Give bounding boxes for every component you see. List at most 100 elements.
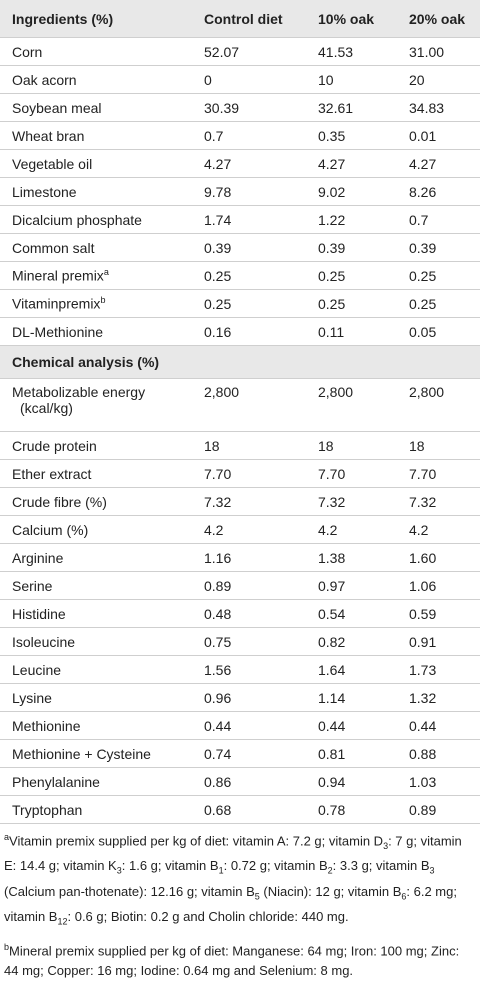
cell-text: 10% oak	[318, 10, 375, 27]
cell-text: DL-Methionine	[12, 323, 104, 340]
row: Metabolizable energy (kcal/kg) 2,800 2,800…	[0, 378, 480, 432]
cell-text: 0.94	[318, 773, 346, 790]
footnote-text: : 3.3 g; vitamin B	[332, 858, 430, 874]
cell: 0.44	[306, 711, 397, 740]
cell-text: 0.39	[409, 239, 437, 256]
cell: 1.16	[192, 543, 306, 572]
cell: 9.78	[192, 177, 306, 206]
row: Methionine 0.44 0.44 0.44	[0, 711, 480, 740]
cell: 2,800	[397, 378, 480, 432]
row: Calcium (%) 4.2 4.2 4.2	[0, 515, 480, 544]
cell: 1.14	[306, 683, 397, 712]
cell: 1.56	[192, 655, 306, 684]
cell-text: Lysine	[12, 689, 52, 706]
cell-text: 7.70	[204, 465, 232, 482]
cell: 0.35	[306, 121, 397, 150]
cell-text: Vegetable oil	[12, 155, 93, 172]
cell: DL-Methionine	[0, 317, 192, 346]
cell-text: 1.16	[204, 549, 232, 566]
cell: 10% oak	[306, 0, 397, 38]
cell: 0.44	[397, 711, 480, 740]
cell: Methionine + Cysteine	[0, 739, 192, 768]
cell-text: 30.39	[204, 99, 240, 116]
cell: 2,800	[306, 378, 397, 432]
row: Serine 0.89 0.97 1.06	[0, 571, 480, 600]
cell: Ether extract	[0, 459, 192, 488]
row: Crude fibre (%) 7.32 7.32 7.32	[0, 487, 480, 516]
cell: 0.68	[192, 795, 306, 824]
cell: 0.91	[397, 627, 480, 656]
cell: 0.25	[192, 289, 306, 318]
cell-text: Isoleucine	[12, 633, 76, 650]
cell: 0.39	[192, 233, 306, 262]
cell: 30.39	[192, 93, 306, 122]
cell-text: 0.39	[204, 239, 232, 256]
cell: 0.25	[192, 261, 306, 290]
cell-text: 0.7	[204, 127, 224, 144]
cell-text: 31.00	[409, 43, 445, 60]
cell-text: Oak acorn	[12, 71, 77, 88]
row: Histidine 0.48 0.54 0.59	[0, 599, 480, 628]
cell: 7.32	[192, 487, 306, 516]
cell-text: Vitaminpremix	[12, 295, 101, 312]
cell: 7.32	[306, 487, 397, 516]
cell: Control diet	[192, 0, 306, 38]
cell-text: 0.25	[204, 295, 232, 312]
cell: 4.27	[306, 149, 397, 178]
cell: 10	[306, 65, 397, 94]
cell-text: 4.27	[409, 155, 437, 172]
cell: 1.64	[306, 655, 397, 684]
cell-text: 0.44	[318, 717, 346, 734]
cell: 1.03	[397, 767, 480, 796]
cell-text: 0.25	[318, 267, 346, 284]
row: Mineral premixa 0.25 0.25 0.25	[0, 261, 480, 290]
cell: 0.39	[397, 233, 480, 262]
cell-text: 1.14	[318, 689, 346, 706]
cell: 2,800	[192, 378, 306, 432]
cell: 34.83	[397, 93, 480, 122]
cell-text: 0.25	[409, 267, 437, 284]
cell-text: 0.25	[204, 267, 232, 284]
footnote: aVitamin premix supplied per kg of diet:…	[4, 828, 476, 932]
cell: 0.05	[397, 317, 480, 346]
cell: 4.2	[192, 515, 306, 544]
cell-text: 7.70	[409, 465, 437, 482]
header-row: Ingredients (%) Control diet 10% oak 20% oa…	[0, 0, 480, 38]
cell: Soybean meal	[0, 93, 192, 122]
cell-text: 1.64	[318, 661, 346, 678]
cell-text: 18	[409, 437, 425, 454]
row: Dicalcium phosphate 1.74 1.22 0.7	[0, 205, 480, 234]
cell: Arginine	[0, 543, 192, 572]
cell: 0.89	[192, 571, 306, 600]
cell-text: Methionine	[12, 717, 81, 734]
cell: Mineral premixa	[0, 261, 192, 290]
cell-text: 32.61	[318, 99, 354, 116]
cell-text: 1.38	[318, 549, 346, 566]
cell-text: 9.02	[318, 183, 346, 200]
cell-text: 0.78	[318, 801, 346, 818]
cell-text: Soybean meal	[12, 99, 102, 116]
cell-text: 4.27	[204, 155, 232, 172]
cell: 7.70	[192, 459, 306, 488]
footnote-text: : 7 g; vitamin E: 14.4 g; vitamin K	[4, 833, 462, 874]
cell-text: 4.2	[409, 521, 429, 538]
cell: 18	[306, 431, 397, 460]
cell-text: Common salt	[12, 239, 95, 256]
cell-text: Wheat bran	[12, 127, 85, 144]
row: Soybean meal 30.39 32.61 34.83	[0, 93, 480, 122]
cell: 0.7	[397, 205, 480, 234]
cell: 0.74	[192, 739, 306, 768]
cell: Metabolizable energy (kcal/kg)	[0, 378, 192, 432]
cell-text: 2,800	[409, 384, 445, 400]
cell-text: 4.2	[204, 521, 224, 538]
row: Phenylalanine 0.86 0.94 1.03	[0, 767, 480, 796]
cell: 0.78	[306, 795, 397, 824]
row: Wheat bran 0.7 0.35 0.01	[0, 121, 480, 150]
cell: 0.97	[306, 571, 397, 600]
footnote-text: (Niacin): 12 g; vitamin B	[259, 883, 402, 899]
subscript: 3	[429, 866, 435, 877]
cell-text: 0.74	[204, 745, 232, 762]
cell-text: 0.96	[204, 689, 232, 706]
cell-text: 0.05	[409, 323, 437, 340]
cell: 18	[192, 431, 306, 460]
